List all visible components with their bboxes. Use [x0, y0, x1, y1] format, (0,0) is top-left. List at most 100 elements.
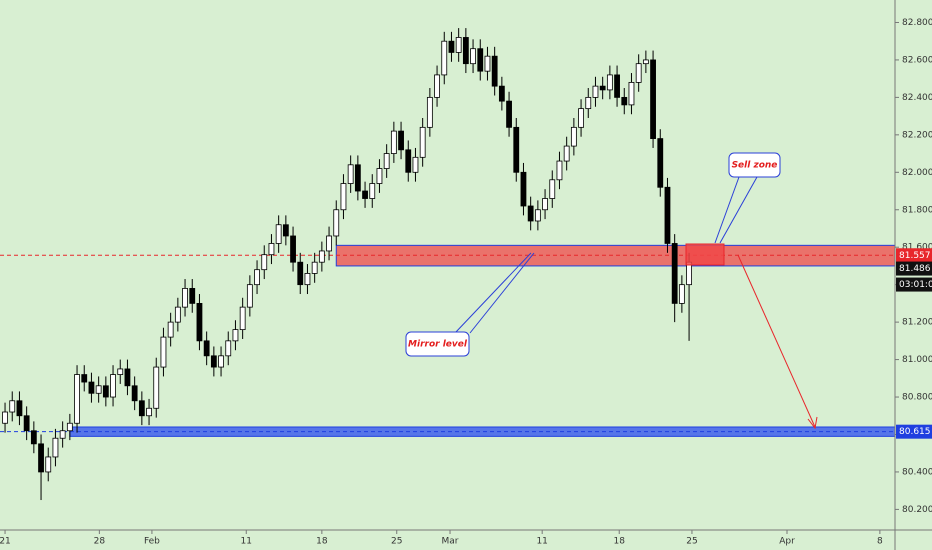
candle-body: [275, 224, 282, 244]
price-tag-label: 81.486: [899, 264, 931, 274]
candle-body: [563, 145, 570, 162]
candle-body: [513, 126, 520, 173]
candle-body: [534, 209, 541, 222]
arrow-head: [807, 416, 818, 430]
candle-body: [297, 261, 304, 286]
price-tag-label: 80.615: [899, 427, 931, 437]
callout-line: [714, 176, 740, 244]
y-tick-label: 82.000: [902, 168, 932, 178]
callout-text: Mirror level: [408, 340, 468, 350]
candle-body: [390, 130, 397, 154]
x-tick-label: 21: [0, 537, 11, 547]
callout-box: [728, 152, 781, 178]
x-tick-label: Mar: [442, 537, 459, 547]
candle-body: [254, 269, 260, 286]
candle-body: [38, 443, 44, 473]
candle-body: [311, 261, 318, 274]
candle-body: [261, 254, 268, 271]
candle-body: [153, 366, 160, 409]
candle-body: [146, 407, 152, 417]
candle-body: [268, 243, 275, 256]
candle-body: [491, 55, 498, 87]
candle-body: [326, 235, 332, 252]
candle-body: [210, 355, 217, 368]
candle-body: [95, 385, 102, 394]
y-tick-label: 80.200: [902, 505, 932, 515]
price-tag: [896, 261, 932, 276]
candle-body: [45, 456, 52, 473]
candle-body: [189, 288, 196, 304]
candle-body: [477, 48, 484, 72]
candle-body: [398, 130, 404, 151]
candle-body: [138, 400, 145, 417]
candle-body: [657, 138, 664, 188]
candle-body: [542, 198, 548, 211]
candle-body: [664, 186, 671, 244]
candle-body: [455, 37, 462, 53]
candle-body: [635, 63, 642, 83]
y-tick-label: 81.600: [902, 243, 932, 253]
candle-body: [110, 374, 116, 398]
candle-body: [426, 96, 433, 128]
y-tick-label: 81.000: [902, 355, 932, 365]
candle-body: [354, 164, 361, 192]
x-tick-label: 8: [877, 537, 883, 547]
candle-body: [182, 288, 188, 308]
y-tick-label: 80.400: [902, 467, 932, 477]
x-tick-label: Feb: [144, 537, 160, 547]
candle-body: [196, 302, 203, 342]
candle-body: [225, 340, 232, 357]
candle-body: [203, 340, 210, 357]
axis-bg: [0, 530, 932, 550]
candle-body: [412, 156, 419, 173]
candle-body: [484, 55, 491, 72]
candle-body: [470, 48, 476, 65]
candle-body: [102, 385, 109, 398]
candle-body: [246, 284, 253, 308]
callout-line: [469, 252, 535, 334]
candle-body: [174, 306, 181, 323]
candle-body: [74, 374, 80, 424]
price-tag-label: 81.557: [899, 251, 931, 261]
candle-body: [686, 261, 692, 286]
candle-body: [282, 224, 289, 237]
y-tick-label: 82.600: [902, 55, 932, 65]
candle-body: [506, 100, 512, 128]
callout-line: [454, 252, 532, 334]
candle-body: [448, 40, 455, 53]
candle-body: [498, 85, 505, 102]
price-tag: [896, 277, 932, 292]
candle-body: [304, 273, 311, 286]
x-tick-label: Apr: [779, 537, 795, 547]
candle-body: [441, 40, 448, 76]
candle-body: [578, 108, 584, 128]
x-tick-label: 25: [391, 537, 402, 547]
candle-body: [52, 437, 59, 458]
candle-body: [124, 368, 131, 387]
candle-body: [362, 190, 368, 199]
candle-body: [369, 183, 376, 199]
candle-body: [621, 96, 628, 106]
y-tick-label: 81.800: [902, 205, 932, 215]
candle-body: [340, 183, 347, 211]
candle-body: [556, 160, 563, 181]
x-tick-label: 11: [241, 537, 252, 547]
y-tick-label: 80.800: [902, 393, 932, 403]
candle-body: [650, 59, 656, 139]
candle-body: [606, 74, 613, 91]
candle-body: [614, 74, 620, 98]
candle-body: [585, 96, 592, 110]
arrow: [737, 254, 816, 428]
candle-body: [59, 430, 66, 439]
candle-body: [405, 149, 412, 173]
candle-body: [131, 385, 138, 402]
price-tag-label: 03:01:03: [899, 280, 932, 290]
candle-body: [218, 355, 224, 368]
y-tick-label: 81.200: [902, 318, 932, 328]
candle-body: [434, 74, 440, 98]
callout-text: Sell zone: [732, 161, 778, 171]
candle-body: [30, 430, 37, 445]
candle-body: [592, 85, 599, 98]
